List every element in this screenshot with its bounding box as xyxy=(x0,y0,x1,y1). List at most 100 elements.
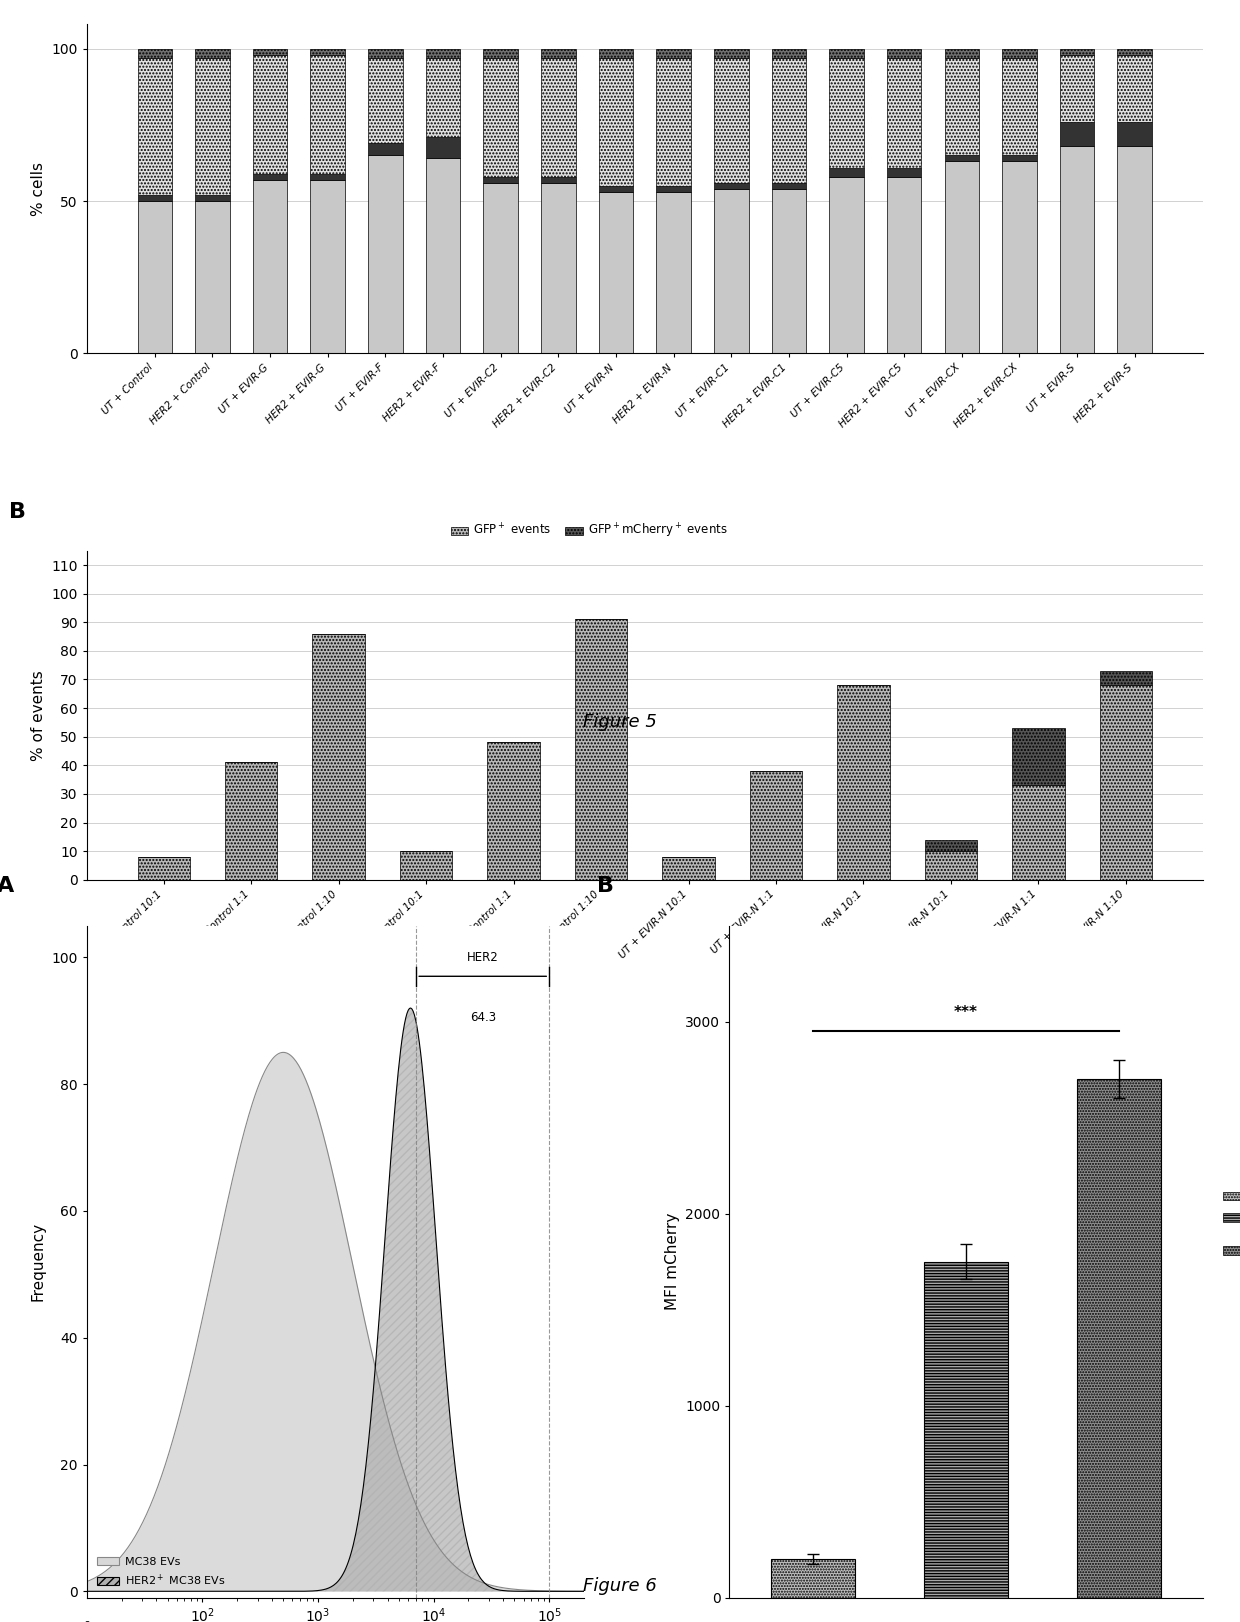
Bar xyxy=(195,49,229,58)
Y-axis label: MFI mCherry: MFI mCherry xyxy=(665,1213,680,1311)
Bar xyxy=(138,58,172,195)
Bar xyxy=(887,167,921,177)
Bar xyxy=(1117,122,1152,146)
Bar xyxy=(599,187,634,191)
Bar xyxy=(830,58,864,167)
Bar xyxy=(599,49,634,58)
Bar xyxy=(541,58,575,177)
Bar xyxy=(310,49,345,55)
Bar xyxy=(253,180,288,354)
Bar xyxy=(925,840,977,852)
Bar xyxy=(368,49,403,58)
Bar xyxy=(541,177,575,183)
Bar xyxy=(771,188,806,354)
Bar xyxy=(1117,49,1152,55)
Bar xyxy=(714,183,749,188)
Bar xyxy=(484,58,518,177)
Bar xyxy=(138,49,172,58)
Bar xyxy=(924,1262,1008,1598)
Bar xyxy=(1002,156,1037,162)
Bar xyxy=(425,136,460,159)
Bar xyxy=(750,770,802,879)
Bar xyxy=(1012,785,1065,879)
Bar xyxy=(1002,49,1037,58)
Y-axis label: % of events: % of events xyxy=(31,670,46,761)
Bar xyxy=(425,49,460,58)
Y-axis label: % cells: % cells xyxy=(31,162,46,216)
Bar xyxy=(1060,122,1095,146)
Bar xyxy=(138,195,172,201)
Bar xyxy=(487,743,539,879)
Bar xyxy=(656,187,691,191)
Bar xyxy=(368,143,403,156)
Bar xyxy=(771,49,806,58)
Bar xyxy=(830,49,864,58)
Legend: Untreated, mCherry$^+$ MC38 EVs, HER2$^+$mCherry$^+$
MC38 EVs: Untreated, mCherry$^+$ MC38 EVs, HER2$^+… xyxy=(1218,1186,1240,1272)
Bar xyxy=(771,58,806,183)
Y-axis label: Frequency: Frequency xyxy=(31,1221,46,1301)
Bar xyxy=(253,174,288,180)
Bar xyxy=(656,49,691,58)
Bar xyxy=(368,156,403,354)
Bar xyxy=(1117,55,1152,122)
Bar xyxy=(925,852,977,879)
Bar xyxy=(310,55,345,174)
Bar xyxy=(771,183,806,188)
Bar xyxy=(195,58,229,195)
Bar xyxy=(195,195,229,201)
Bar xyxy=(1060,55,1095,122)
Bar xyxy=(1076,1079,1161,1598)
Bar xyxy=(312,634,365,879)
Bar xyxy=(656,191,691,354)
Bar xyxy=(771,1559,856,1598)
Bar xyxy=(484,183,518,354)
Bar xyxy=(253,55,288,174)
Bar xyxy=(195,201,229,354)
Bar xyxy=(425,58,460,136)
Bar xyxy=(1002,162,1037,354)
Text: B: B xyxy=(596,876,614,895)
Bar xyxy=(1100,684,1152,879)
Text: HER2: HER2 xyxy=(466,950,498,963)
Bar xyxy=(837,684,889,879)
Bar xyxy=(945,162,980,354)
Bar xyxy=(253,49,288,55)
Text: Figure 6: Figure 6 xyxy=(583,1577,657,1596)
Bar xyxy=(484,49,518,58)
Bar xyxy=(887,58,921,167)
Bar xyxy=(224,762,278,879)
Bar xyxy=(1012,728,1065,785)
Bar xyxy=(656,58,691,187)
Bar xyxy=(1060,146,1095,354)
Bar xyxy=(368,58,403,143)
Bar xyxy=(714,188,749,354)
Bar xyxy=(1117,146,1152,354)
Bar xyxy=(599,58,634,187)
Bar xyxy=(138,856,190,879)
Bar xyxy=(1100,672,1152,684)
Text: Figure 5: Figure 5 xyxy=(583,712,657,732)
Bar xyxy=(830,167,864,177)
Bar xyxy=(484,177,518,183)
Bar xyxy=(541,183,575,354)
Legend: GFP$^+$ events, GFP$^+$mCherry$^+$ events: GFP$^+$ events, GFP$^+$mCherry$^+$ event… xyxy=(446,517,732,545)
Bar xyxy=(425,159,460,354)
Legend: MC38 EVs, HER2$^+$ MC38 EVs: MC38 EVs, HER2$^+$ MC38 EVs xyxy=(92,1552,229,1593)
Bar xyxy=(599,191,634,354)
Bar xyxy=(714,58,749,183)
Text: B: B xyxy=(9,501,26,522)
Text: 64.3: 64.3 xyxy=(470,1011,496,1023)
Bar xyxy=(830,177,864,354)
Bar xyxy=(887,177,921,354)
Bar xyxy=(1002,58,1037,156)
Text: A: A xyxy=(0,876,15,895)
Bar xyxy=(945,156,980,162)
Bar xyxy=(945,49,980,58)
Bar xyxy=(138,201,172,354)
Bar xyxy=(310,174,345,180)
Bar xyxy=(887,49,921,58)
Bar xyxy=(945,58,980,156)
Bar xyxy=(575,620,627,879)
Bar xyxy=(1060,49,1095,55)
Bar xyxy=(541,49,575,58)
